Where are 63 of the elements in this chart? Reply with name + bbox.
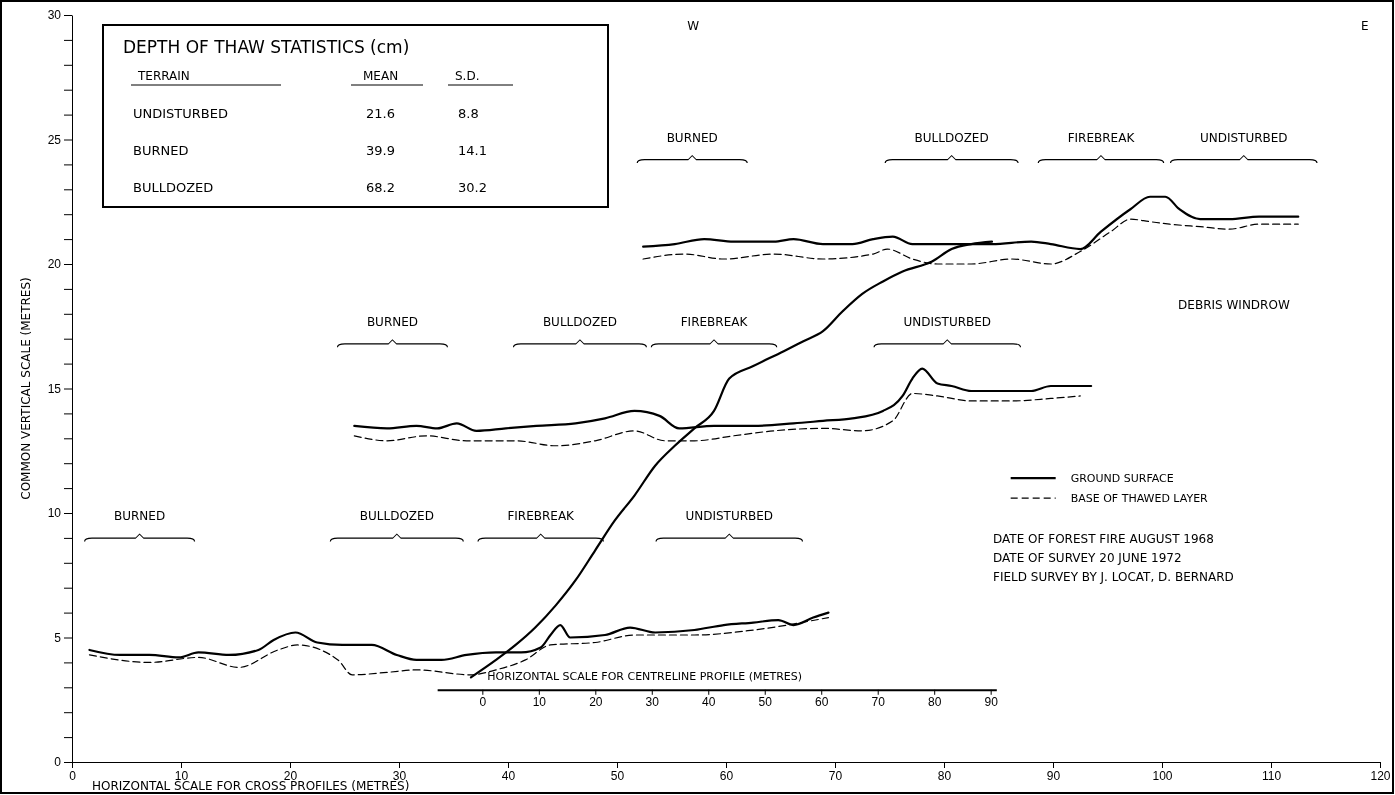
x-tick-label: 80 bbox=[937, 768, 952, 783]
x2-tick-label: 0 bbox=[479, 695, 487, 710]
y-tick-label: 30 bbox=[47, 8, 62, 23]
annotation: BULLDOZED bbox=[359, 509, 434, 524]
x-tick-label: 100 bbox=[1152, 768, 1173, 783]
annotation: BULLDOZED bbox=[133, 180, 214, 195]
annotation: 39.9 bbox=[366, 143, 395, 158]
annotation: FIREBREAK bbox=[507, 509, 576, 524]
x2-tick-label: 90 bbox=[984, 695, 999, 710]
annotation: DATE OF FOREST FIRE AUGUST 1968 bbox=[993, 531, 1214, 546]
annotation: UNDISTURBED bbox=[133, 106, 228, 121]
annotation: FIELD SURVEY BY J. LOCAT, D. BERNARD bbox=[993, 569, 1234, 584]
annotation: 8.8 bbox=[458, 106, 479, 121]
x2-tick-label: 10 bbox=[532, 695, 547, 710]
x2-axis-title: HORIZONTAL SCALE FOR CENTRELINE PROFILE (METRES) bbox=[487, 669, 803, 683]
annotation: FIREBREAK bbox=[1067, 130, 1136, 145]
annotation: W bbox=[687, 18, 700, 33]
x-tick-label: 50 bbox=[610, 768, 625, 783]
annotation: DATE OF SURVEY 20 JUNE 1972 bbox=[993, 550, 1182, 565]
x-tick-label: 120 bbox=[1370, 768, 1391, 783]
x2-tick-label: 50 bbox=[758, 695, 773, 710]
annotation: BULLDOZED bbox=[542, 315, 617, 330]
x2-tick-label: 60 bbox=[815, 695, 829, 710]
y-tick-label: 0 bbox=[54, 755, 62, 770]
annotation: 21.6 bbox=[366, 106, 395, 121]
annotation: BURNED bbox=[366, 315, 419, 330]
annotation: BURNED bbox=[114, 509, 166, 524]
annotation: E bbox=[1360, 18, 1369, 33]
x2-tick-label: 80 bbox=[928, 695, 942, 710]
x-tick-label: 90 bbox=[1046, 768, 1061, 783]
x2-tick-label: 70 bbox=[871, 695, 886, 710]
annotation: DEBRIS WINDROW bbox=[1178, 297, 1290, 312]
annotation: DEPTH OF THAW STATISTICS (cm) bbox=[123, 37, 410, 57]
annotation: MEAN bbox=[363, 69, 399, 83]
y-tick-label: 20 bbox=[47, 257, 62, 272]
annotation: 30.2 bbox=[458, 180, 487, 195]
x-tick-label: 110 bbox=[1261, 768, 1282, 783]
y-tick-label: 5 bbox=[54, 630, 62, 645]
annotation: BURNED bbox=[666, 130, 718, 145]
annotation: BULLDOZED bbox=[914, 130, 989, 145]
annotation: UNDISTURBED bbox=[903, 315, 992, 330]
annotation: S.D. bbox=[455, 69, 480, 83]
annotation: FIREBREAK bbox=[680, 315, 749, 330]
x-tick-label: 60 bbox=[719, 768, 734, 783]
x-axis-title: HORIZONTAL SCALE FOR CROSS PROFILES (METRES) bbox=[92, 779, 410, 793]
y-tick-label: 10 bbox=[47, 506, 62, 521]
x2-tick-label: 40 bbox=[702, 695, 716, 710]
x-tick-label: 70 bbox=[828, 768, 843, 783]
x-tick-label: 0 bbox=[69, 768, 77, 783]
annotation: UNDISTURBED bbox=[1199, 130, 1288, 145]
annotation: TERRAIN bbox=[137, 69, 190, 83]
x2-tick-label: 30 bbox=[645, 695, 660, 710]
x2-tick-label: 20 bbox=[589, 695, 603, 710]
legend-label: GROUND SURFACE bbox=[1070, 472, 1174, 486]
y-tick-label: 25 bbox=[47, 132, 62, 147]
annotation: UNDISTURBED bbox=[685, 509, 774, 524]
x-tick-label: 40 bbox=[501, 768, 516, 783]
annotation: 68.2 bbox=[366, 180, 395, 195]
y-axis-title: COMMON VERTICAL SCALE (METRES) bbox=[19, 277, 33, 500]
legend-label: BASE OF THAWED LAYER bbox=[1070, 492, 1209, 506]
y-tick-label: 15 bbox=[47, 381, 62, 396]
annotation: BURNED bbox=[133, 143, 189, 158]
annotation: 14.1 bbox=[458, 143, 487, 158]
